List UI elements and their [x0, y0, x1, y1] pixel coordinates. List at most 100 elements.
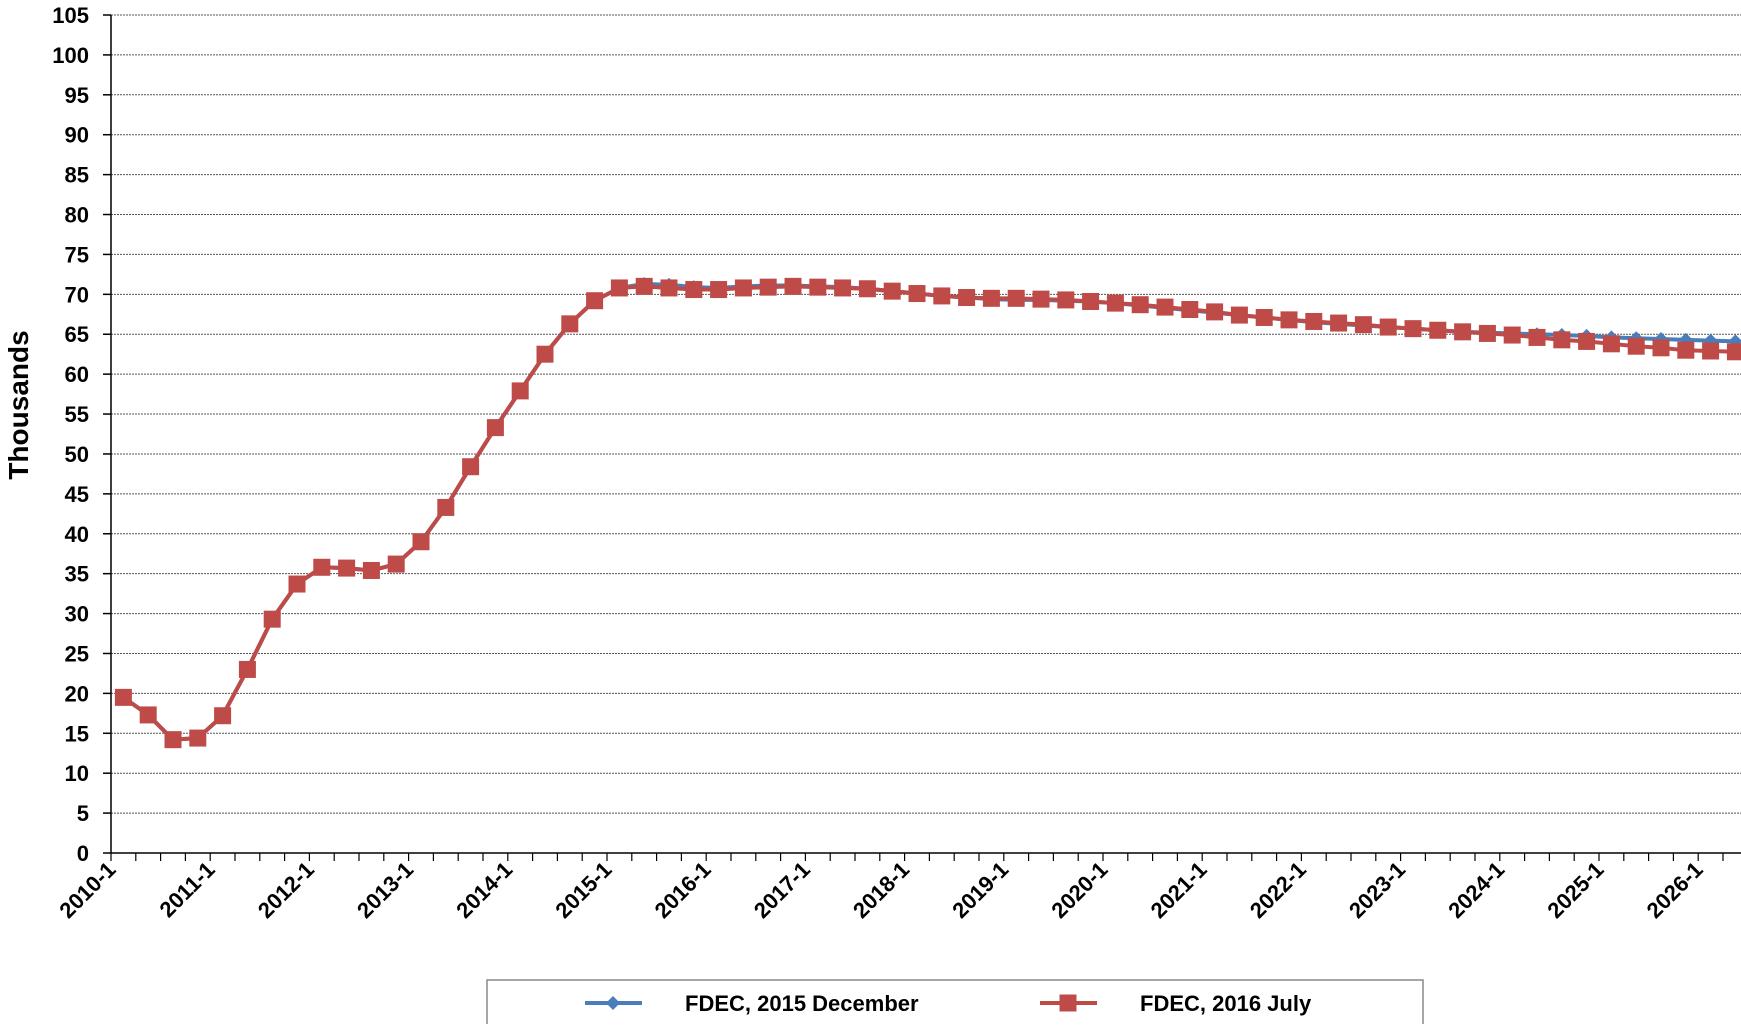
data-point-square	[759, 278, 777, 296]
y-tick-label: 100	[52, 43, 89, 68]
x-tick-label: 2016-1	[650, 857, 716, 923]
data-point-square	[511, 382, 529, 400]
y-tick-label: 85	[65, 163, 89, 188]
x-tick-label: 2010-1	[54, 857, 120, 923]
data-point-square	[288, 575, 306, 593]
y-tick-label: 40	[65, 522, 89, 547]
series-line	[122, 284, 1736, 742]
y-tick-label: 35	[65, 562, 89, 587]
y-tick-label: 90	[65, 123, 89, 148]
legend-items: FDEC, 2015 December FDEC, 2016 July	[585, 991, 1312, 1016]
y-tick-label: 15	[65, 721, 89, 746]
data-point-square	[238, 660, 256, 678]
data-point-square	[362, 561, 380, 579]
data-point-square	[437, 498, 455, 516]
y-tick-label: 105	[52, 3, 89, 28]
data-point-square	[883, 282, 901, 300]
y-tick-label: 60	[65, 362, 89, 387]
x-tick-label: 2014-1	[451, 857, 517, 923]
data-point-square	[586, 292, 604, 310]
data-point-square	[164, 731, 182, 749]
x-tick-label: 2012-1	[253, 857, 319, 923]
x-tick-label: 2018-1	[848, 857, 914, 923]
x-tick-label: 2015-1	[550, 857, 616, 923]
data-point-square	[908, 285, 926, 303]
data-point-square	[1454, 323, 1472, 341]
data-point-square	[1156, 298, 1174, 316]
data-point-square	[1305, 312, 1323, 330]
data-point-square	[263, 610, 281, 628]
x-tick-label: 2011-1	[154, 857, 219, 922]
data-point-square	[610, 279, 628, 297]
data-point-square	[189, 729, 207, 747]
data-point-square	[536, 345, 554, 363]
data-point-square	[1652, 339, 1670, 357]
series-1	[116, 276, 1741, 747]
y-tick-label: 65	[65, 322, 89, 347]
y-tick-label: 50	[65, 442, 89, 467]
legend: FDEC, 2015 December FDEC, 2016 July	[486, 979, 1424, 1029]
y-tick-label: 80	[65, 203, 89, 228]
y-tick-label: 20	[65, 681, 89, 706]
data-point-square	[1528, 328, 1546, 346]
data-point-square	[1379, 318, 1397, 336]
data-point-square	[784, 277, 802, 295]
data-point-square	[1032, 290, 1050, 308]
x-tick-label: 2022-1	[1245, 857, 1311, 923]
data-point-square	[387, 555, 405, 573]
data-point-square	[1429, 321, 1447, 339]
data-point-square	[1330, 314, 1348, 332]
data-point-square	[313, 558, 331, 576]
legend-marker-square	[1059, 994, 1077, 1012]
x-tick-label: 2026-1	[1642, 857, 1708, 923]
data-point-square	[214, 707, 232, 725]
data-point-square	[1478, 324, 1496, 342]
y-tick-label: 75	[65, 242, 89, 267]
data-point-square	[1106, 294, 1124, 312]
x-tick-label: 2020-1	[1046, 857, 1112, 923]
data-point-square	[685, 281, 703, 299]
data-point-square	[982, 289, 1000, 307]
data-point-square	[858, 280, 876, 298]
legend-label: FDEC, 2015 December	[685, 991, 919, 1016]
data-point-square	[561, 315, 579, 333]
data-point-square	[734, 279, 752, 297]
y-tick-label: 5	[77, 801, 89, 826]
y-tick-label: 55	[65, 402, 89, 427]
data-point-square	[1181, 300, 1199, 318]
series-layer	[114, 276, 1741, 749]
y-tick-label: 10	[65, 761, 89, 786]
series-2	[114, 277, 1741, 749]
data-point-square	[1578, 332, 1596, 350]
axis-layer: 0 5 10 15 20 25 30 35 40 45 50 55 60 65 70 75 80 85 90 95 10…	[52, 3, 1741, 923]
data-point-square	[1677, 341, 1695, 359]
data-point-square	[462, 458, 480, 476]
y-tick-label: 30	[65, 602, 89, 627]
data-point-square	[809, 278, 827, 296]
x-tick-label: 2023-1	[1344, 857, 1410, 923]
data-point-square	[958, 289, 976, 307]
legend-marker-diamond	[606, 996, 620, 1010]
data-point-square	[1082, 293, 1100, 311]
data-point-square	[1404, 320, 1422, 338]
data-point-square	[114, 688, 132, 706]
data-point-square	[1230, 306, 1248, 324]
y-tick-label: 45	[65, 482, 89, 507]
data-point-square	[710, 281, 728, 299]
x-tick-label: 2013-1	[352, 857, 418, 923]
data-point-square	[486, 419, 504, 437]
data-point-square	[1255, 308, 1273, 326]
data-point-square	[1503, 326, 1521, 344]
data-point-square	[933, 287, 951, 305]
data-point-square	[1206, 303, 1224, 321]
series-line	[122, 281, 1736, 742]
x-tick-label: 2021-1	[1146, 857, 1212, 923]
x-tick-label: 2019-1	[947, 857, 1013, 923]
data-point-square	[338, 559, 356, 577]
x-tick-label: 2024-1	[1443, 857, 1509, 923]
data-point-square	[1354, 316, 1372, 334]
legend-box	[486, 979, 1424, 1029]
x-tick-label: 2017-1	[749, 857, 815, 923]
